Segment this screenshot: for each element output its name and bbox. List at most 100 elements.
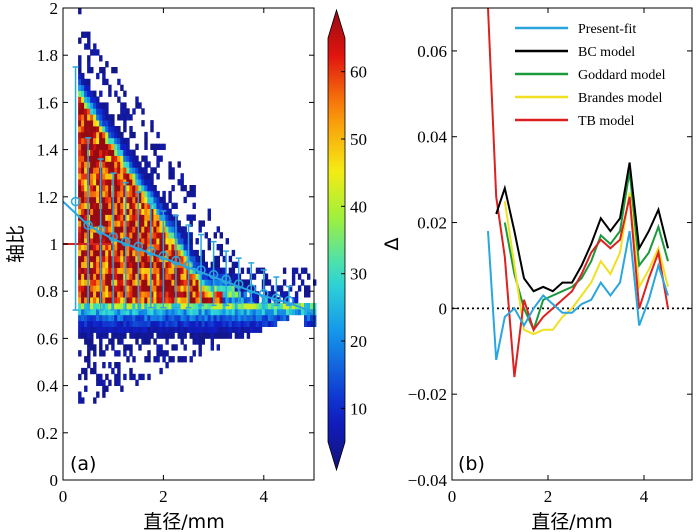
- heatmap-cell: [171, 185, 175, 192]
- heatmap-cell: [84, 320, 88, 327]
- heatmap-cell: [135, 291, 139, 298]
- heatmap-cell: [81, 308, 85, 316]
- heatmap-cell: [171, 220, 175, 227]
- heatmap-cell: [141, 267, 145, 274]
- heatmap-cell: [201, 267, 205, 274]
- heatmap-cell: [144, 273, 148, 280]
- heatmap-cell: [84, 314, 88, 322]
- heatmap-cell: [84, 185, 88, 192]
- heatmap-cell: [156, 249, 160, 257]
- heatmap-cell: [195, 261, 199, 268]
- data-point: [158, 251, 169, 261]
- heatmap-cell: [87, 126, 91, 133]
- heatmap-cell: [135, 173, 139, 180]
- heatmap-cell: [144, 291, 148, 298]
- heatmap-cell: [147, 373, 151, 381]
- heatmap-cell: [117, 161, 121, 168]
- heatmap-cell: [135, 232, 139, 239]
- heatmap-cell: [159, 297, 163, 304]
- heatmap-cell: [108, 155, 112, 162]
- heatmap-cell: [105, 131, 109, 139]
- heatmap-cell: [201, 308, 205, 316]
- heatmap-cell: [126, 308, 130, 316]
- heatmap-cell: [120, 261, 124, 268]
- heatmap-cell: [144, 261, 148, 268]
- heatmap-cell: [304, 291, 308, 298]
- heatmap-cell: [171, 356, 175, 363]
- heatmap-cell: [87, 314, 91, 322]
- heatmap-cell: [102, 190, 106, 198]
- heatmap-cell: [213, 326, 217, 333]
- heatmap-cell: [168, 220, 172, 227]
- heatmap-cell: [120, 255, 124, 263]
- heatmap-cell: [123, 332, 127, 339]
- heatmap-cell: [90, 120, 94, 127]
- heatmap-cell: [96, 185, 100, 192]
- heatmap-cell: [84, 96, 88, 103]
- y-tick-label-b: 0.02: [417, 214, 447, 233]
- heatmap-cell: [171, 303, 175, 310]
- heatmap-cell: [183, 297, 187, 304]
- heatmap-cell: [147, 326, 151, 333]
- heatmap-cell: [123, 126, 127, 133]
- heatmap-cell: [129, 326, 133, 333]
- heatmap-cell: [129, 244, 133, 251]
- heatmap-cell: [313, 308, 317, 316]
- heatmap-cell: [228, 255, 233, 263]
- heatmap-cell: [84, 190, 88, 198]
- heatmap-cell: [177, 326, 181, 333]
- heatmap-cell: [129, 261, 133, 268]
- heatmap-cell: [126, 249, 130, 257]
- heatmap-cell: [111, 67, 115, 74]
- heatmap-cell: [285, 303, 290, 310]
- heatmap-cell: [126, 167, 130, 174]
- heatmap-cell: [198, 285, 202, 292]
- heatmap-cell: [228, 303, 233, 310]
- heatmap-cell: [307, 273, 311, 280]
- heatmap-cell: [93, 232, 97, 239]
- heatmap-cell: [147, 208, 151, 215]
- heatmap-cell: [102, 279, 106, 286]
- heatmap-cell: [198, 332, 202, 339]
- heatmap-cell: [117, 232, 121, 239]
- heatmap-cell: [87, 43, 91, 50]
- heatmap-cell: [90, 244, 94, 251]
- heatmap-cell: [78, 161, 82, 168]
- heatmap-cell: [177, 332, 181, 339]
- heatmap-cell: [96, 220, 100, 227]
- data-point: [208, 269, 219, 280]
- y-tick-label-a: 0.6: [37, 329, 58, 348]
- heatmap-cell: [105, 285, 109, 292]
- heatmap-cell: [183, 285, 187, 292]
- heatmap-cell: [114, 214, 118, 221]
- heatmap-cell: [102, 72, 106, 80]
- heatmap-cell: [120, 385, 124, 392]
- heatmap-cell: [81, 261, 85, 268]
- heatmap-cell: [114, 90, 118, 97]
- heatmap-cell: [108, 226, 112, 233]
- heatmap-cell: [132, 249, 136, 257]
- data-point: [271, 293, 282, 304]
- heatmap-cell: [141, 173, 145, 180]
- heatmap-cell: [126, 137, 130, 145]
- heatmap-cell: [210, 332, 214, 339]
- heatmap-cell: [240, 267, 245, 274]
- heatmap-cell: [84, 114, 88, 121]
- heatmap-cell: [222, 303, 226, 310]
- heatmap-cell: [138, 202, 142, 209]
- heatmap-cell: [201, 285, 205, 292]
- legend-entry: TB model: [578, 114, 634, 129]
- heatmap-cell: [213, 261, 217, 268]
- heatmap-cell: [294, 291, 299, 298]
- heatmap-cell: [105, 261, 109, 268]
- heatmap-cell: [78, 255, 82, 263]
- heatmap-cell: [108, 244, 112, 251]
- heatmap-cell: [240, 320, 245, 327]
- heatmap-cell: [189, 285, 193, 292]
- heatmap-cell: [123, 303, 127, 310]
- heatmap-cell: [171, 279, 175, 286]
- heatmap-cell: [171, 202, 175, 209]
- heatmap-cell: [219, 249, 223, 257]
- heatmap-cell: [213, 332, 217, 339]
- heatmap-cell: [87, 55, 91, 62]
